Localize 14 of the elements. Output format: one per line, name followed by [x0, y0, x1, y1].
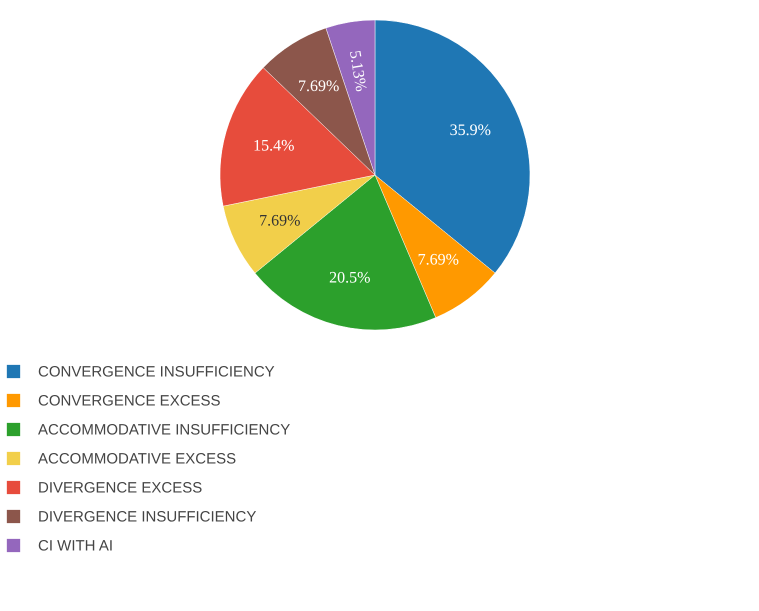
- data-label: 35.9%: [450, 122, 491, 139]
- data-label: 20.5%: [329, 269, 370, 286]
- legend-label: ACCOMMODATIVE INSUFFICIENCY: [38, 422, 290, 438]
- legend-label: DIVERGENCE INSUFFICIENCY: [38, 508, 256, 526]
- data-label: 15.4%: [253, 138, 294, 155]
- legend-label: CI WITH AI: [38, 538, 113, 554]
- legend-label: DIVERGENCE EXCESS: [38, 480, 202, 496]
- data-label: 7.69%: [259, 212, 300, 230]
- legend-label: ACCOMMODATIVE EXCESS: [38, 450, 236, 468]
- data-label: 7.69%: [298, 78, 340, 95]
- legend-label: CONVERGENCE INSUFFICIENCY: [38, 364, 275, 380]
- data-label: 7.69%: [418, 251, 459, 268]
- data-label: 5.13%: [346, 49, 370, 93]
- legend-label: CONVERGENCE EXCESS: [38, 392, 221, 410]
